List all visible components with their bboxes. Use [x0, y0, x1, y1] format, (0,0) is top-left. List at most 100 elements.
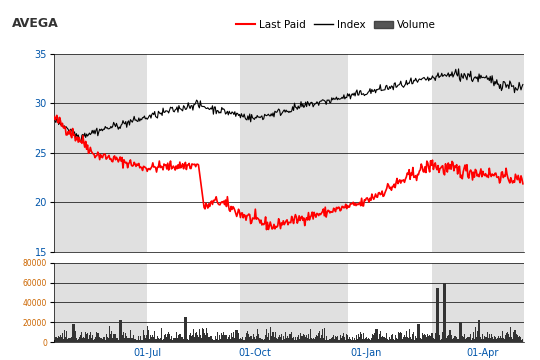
Bar — [107, 338, 109, 342]
Bar — [390, 339, 391, 342]
Bar — [356, 336, 357, 342]
Bar — [267, 337, 268, 342]
Bar — [138, 336, 139, 342]
Bar — [407, 337, 408, 342]
Bar — [282, 340, 283, 342]
Bar — [198, 337, 199, 342]
Bar — [353, 340, 354, 342]
Bar — [211, 336, 212, 342]
Bar — [416, 338, 417, 342]
Bar — [288, 338, 289, 342]
Bar — [152, 335, 153, 342]
Bar — [379, 334, 380, 342]
Bar — [473, 332, 474, 342]
Bar — [286, 338, 287, 342]
Bar — [512, 339, 513, 342]
Bar — [82, 332, 83, 342]
Bar — [184, 317, 185, 342]
Bar — [214, 340, 215, 342]
Bar — [332, 337, 333, 342]
Bar — [470, 334, 471, 342]
Bar — [191, 332, 192, 342]
Bar — [444, 283, 445, 342]
Bar — [480, 320, 481, 342]
Bar — [313, 338, 314, 342]
Bar — [469, 337, 470, 342]
Bar — [310, 329, 311, 342]
Bar — [449, 330, 450, 342]
Bar — [433, 338, 434, 342]
Bar — [248, 334, 249, 342]
Bar — [400, 332, 401, 342]
Bar — [442, 332, 443, 342]
Bar — [456, 337, 457, 342]
Bar — [264, 339, 265, 342]
Bar — [462, 336, 463, 342]
Bar — [519, 337, 521, 342]
Bar — [97, 333, 98, 342]
Bar — [487, 332, 488, 342]
Bar — [129, 338, 130, 342]
Text: AVEGA: AVEGA — [12, 17, 58, 30]
Bar — [408, 338, 409, 342]
Bar — [254, 337, 255, 342]
Bar — [292, 338, 293, 342]
Bar — [111, 332, 112, 342]
Bar — [186, 317, 187, 342]
Bar — [96, 337, 97, 342]
Bar — [241, 339, 242, 342]
Bar — [287, 330, 288, 342]
Bar — [218, 339, 219, 342]
Bar — [147, 330, 149, 342]
Bar — [159, 339, 160, 342]
Bar — [197, 335, 198, 342]
Bar — [366, 337, 367, 342]
Bar — [424, 337, 426, 342]
Bar — [105, 340, 106, 342]
Bar — [391, 335, 392, 342]
Bar — [173, 338, 174, 342]
Bar — [213, 339, 214, 342]
Bar — [205, 332, 206, 342]
Bar — [166, 337, 167, 342]
Bar — [219, 334, 220, 342]
Bar — [188, 334, 190, 342]
Bar — [228, 337, 229, 342]
Bar — [285, 332, 286, 342]
Bar — [136, 339, 137, 342]
Bar — [486, 337, 487, 342]
Bar — [130, 330, 131, 342]
Bar — [195, 333, 196, 342]
Bar — [92, 335, 93, 342]
Bar — [100, 338, 101, 342]
Bar — [106, 334, 107, 342]
Bar — [367, 338, 368, 342]
Bar — [53, 336, 55, 342]
Bar — [454, 336, 455, 342]
Bar — [202, 329, 204, 342]
Bar — [122, 335, 123, 342]
Bar — [134, 339, 136, 342]
Bar — [119, 320, 120, 342]
Bar — [464, 339, 465, 342]
Bar — [326, 336, 327, 342]
Bar — [283, 336, 284, 342]
Bar — [200, 335, 201, 342]
Bar — [514, 330, 515, 342]
Bar — [208, 337, 209, 342]
Bar — [115, 334, 116, 342]
Bar — [509, 337, 510, 342]
Bar — [405, 337, 406, 342]
Bar — [516, 334, 517, 342]
Bar — [280, 337, 281, 342]
Bar — [68, 337, 69, 342]
Bar — [246, 333, 247, 342]
Bar — [76, 338, 77, 342]
Bar — [126, 336, 127, 342]
Bar — [284, 339, 285, 342]
Bar — [399, 332, 400, 342]
Bar — [296, 339, 297, 342]
Bar — [276, 338, 277, 342]
Bar — [500, 337, 501, 342]
Bar — [262, 339, 264, 342]
